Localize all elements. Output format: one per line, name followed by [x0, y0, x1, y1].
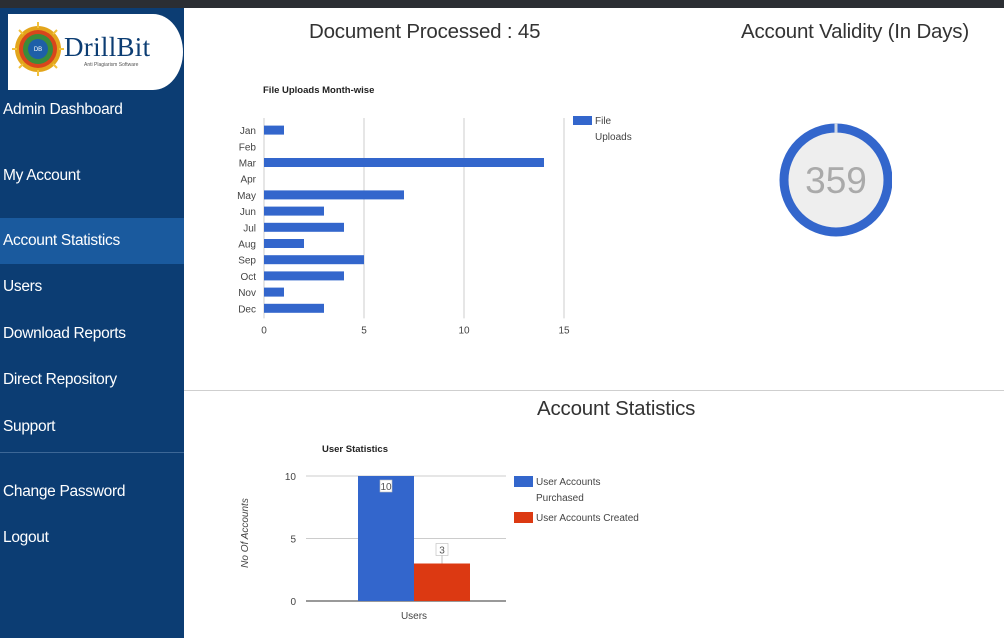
uploads-y-tick-label: Jul: [243, 223, 256, 234]
account-validity-gauge: 359: [779, 123, 892, 237]
uploads-chart-title: File Uploads Month-wise: [263, 85, 374, 96]
uploads-y-tick-label: Apr: [240, 175, 256, 186]
logo-badge-text: DB: [34, 47, 42, 53]
documents-processed-title: Document Processed : 45: [309, 20, 541, 43]
uploads-x-tick-label: 10: [458, 325, 470, 336]
drillbit-logo-icon: DB: [12, 22, 64, 76]
uploads-y-tick-label: Sep: [238, 256, 256, 267]
sidebar: DB DrillBit Anti Plagiarism Software Adm…: [0, 8, 184, 638]
uploads-y-tick-label: Oct: [240, 272, 256, 283]
users-data-label: 10: [380, 482, 392, 493]
users-bar-created: [414, 563, 470, 601]
uploads-bar-may: [264, 190, 404, 200]
uploads-y-tick-label: Dec: [238, 304, 256, 315]
uploads-y-tick-label: May: [237, 191, 256, 202]
sidebar-item-admin-dashboard[interactable]: Admin Dashboard: [3, 101, 123, 118]
users-legend-label-purchased-1: User Accounts: [536, 477, 600, 488]
uploads-x-tick-label: 5: [361, 325, 367, 336]
brand-name: DrillBit: [64, 32, 151, 62]
uploads-y-tick-label: Jun: [240, 207, 256, 218]
users-legend-swatch-purchased: [514, 476, 533, 487]
uploads-legend-label-2: Uploads: [595, 132, 632, 143]
uploads-y-tick-label: Feb: [239, 142, 257, 153]
users-data-label-box: [379, 479, 393, 493]
main-content: Document Processed : 45 Account Validity…: [184, 8, 1004, 638]
uploads-legend-label-1: File: [595, 116, 612, 127]
users-chart-ylabel: No Of Accounts: [240, 498, 251, 568]
uploads-legend-swatch: [573, 116, 592, 125]
sidebar-divider: [0, 452, 184, 453]
brand-tagline: Anti Plagiarism Software: [84, 62, 139, 68]
file-uploads-chart: File Uploads Month-wise Jan Feb Mar Apr May J…: [237, 85, 632, 336]
uploads-bar-oct: [264, 271, 344, 281]
section-divider: [184, 390, 1004, 391]
uploads-y-tick-label: Nov: [238, 288, 256, 299]
users-bar-purchased: [358, 476, 414, 601]
user-statistics-chart: User Statistics No Of Accounts 10 5 0 10 3 Us…: [240, 444, 639, 622]
account-statistics-title: Account Statistics: [537, 397, 696, 420]
top-bar: [0, 0, 1004, 8]
users-x-category-label: Users: [401, 611, 427, 622]
sidebar-item-account-statistics[interactable]: Account Statistics: [0, 218, 184, 264]
sidebar-item-support[interactable]: Support: [3, 418, 56, 435]
users-y-tick-label: 0: [290, 597, 296, 608]
users-legend-swatch-created: [514, 512, 533, 523]
users-y-tick-label: 5: [290, 535, 296, 546]
uploads-bar-jul: [264, 222, 344, 232]
account-validity-title: Account Validity (In Days): [741, 20, 969, 43]
sidebar-item-change-password[interactable]: Change Password: [3, 483, 126, 500]
users-legend-label-created: User Accounts Created: [536, 513, 639, 524]
uploads-bar-nov: [264, 287, 284, 297]
uploads-bar-aug: [264, 239, 304, 248]
uploads-bar-mar: [264, 158, 544, 167]
sidebar-item-my-account[interactable]: My Account: [3, 167, 81, 184]
uploads-y-tick-label: Jan: [240, 126, 256, 137]
sidebar-item-users[interactable]: Users: [3, 278, 42, 295]
users-legend-label-purchased-2: Purchased: [536, 493, 584, 504]
uploads-bar-jun: [264, 206, 324, 216]
sidebar-item-direct-repository[interactable]: Direct Repository: [3, 371, 117, 388]
sidebar-item-download-reports[interactable]: Download Reports: [3, 325, 126, 342]
uploads-bar-jan: [264, 125, 284, 135]
uploads-x-tick-label: 0: [261, 325, 267, 336]
uploads-bar-sep: [264, 255, 364, 265]
sidebar-item-logout[interactable]: Logout: [3, 529, 49, 546]
users-chart-title: User Statistics: [322, 444, 388, 455]
users-data-label: 3: [439, 546, 445, 557]
validity-days-value: 359: [805, 160, 867, 201]
uploads-y-tick-label: Aug: [238, 240, 256, 251]
brand-logo[interactable]: DB DrillBit Anti Plagiarism Software: [8, 14, 183, 90]
uploads-bar-dec: [264, 303, 324, 313]
uploads-y-tick-label: Mar: [239, 159, 257, 170]
users-y-tick-label: 10: [285, 472, 297, 483]
uploads-x-tick-label: 15: [558, 325, 570, 336]
